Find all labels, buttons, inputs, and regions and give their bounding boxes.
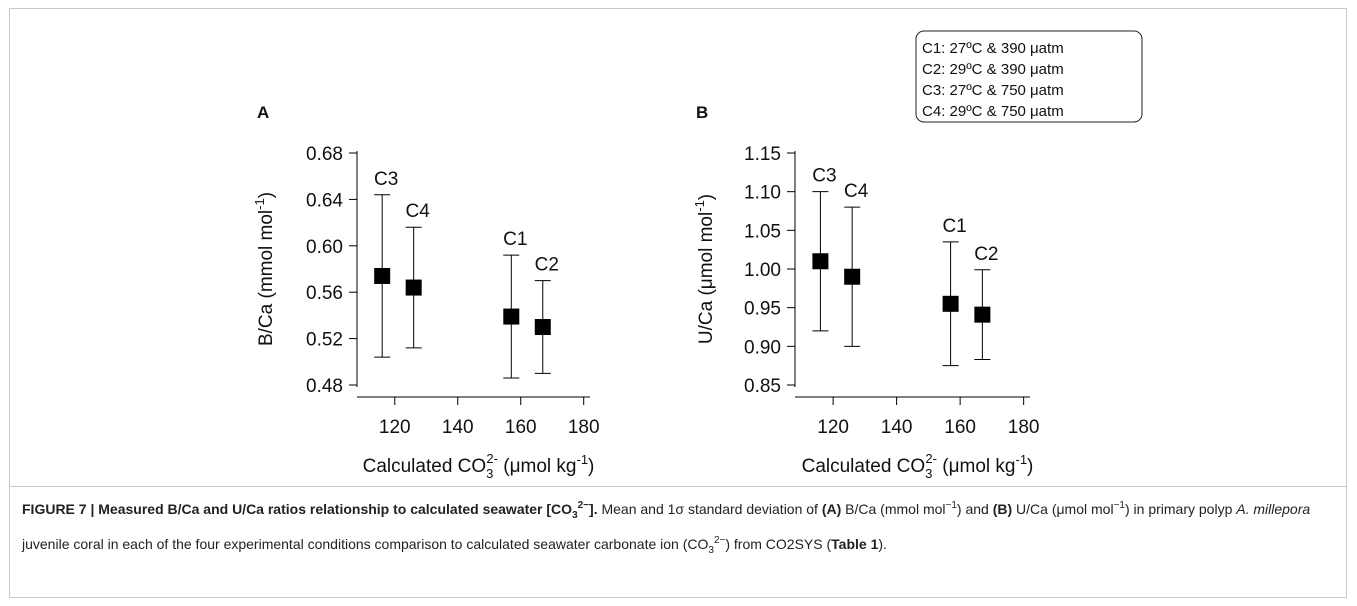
x-tick-label: 160 [505,417,537,438]
caption-text: ). [878,536,887,552]
x-axis-label-part: -1 [576,452,588,467]
point [942,295,959,312]
legend-box [915,30,1143,123]
x-tick-label: 180 [1008,417,1040,438]
caption-text: Mean and 1σ standard deviation of [597,501,822,517]
panel-label: B [696,103,708,122]
x-axis-label-part: 3 [925,466,932,481]
caption-text: −1 [1113,500,1125,511]
y-axis-label-part: -1 [692,200,707,212]
x-axis-label: Calculated CO32- (μmol kg-1) [802,451,1034,481]
x-axis-label: Calculated CO32- (μmol kg-1) [363,451,595,481]
caption-text: ) in primary polyp [1124,501,1237,517]
caption-text: 2− [713,535,726,546]
caption-text: U/Ca (μmol mol [1012,501,1114,517]
point-label: C2 [974,244,998,265]
point-label: C4 [406,201,431,222]
caption-text: FIGURE 7 | Measured B/Ca and U/Ca ratios… [22,501,573,517]
caption-text: juvenile coral in each of the four exper… [22,536,709,552]
chart: A 0.48 0.52 0.56 0.60 0.64 0.68 120 140 160 180 Cal… [252,30,1143,481]
point [374,267,391,284]
y-axis-label-part: -1 [252,198,267,210]
point [974,306,991,323]
caption-text: −1 [945,500,957,511]
x-tick-label: 120 [379,417,411,438]
y-axis-label-part: ) [696,194,717,200]
y-tick-label: 1.15 [744,144,781,165]
y-axis-label-part: B/Ca (mmol mol [256,210,277,346]
y-tick-label: 1.00 [744,260,781,281]
x-axis-label-part: Calculated CO [363,456,487,477]
x-axis-label-part: 3 [486,466,493,481]
caption-text: (B) [992,501,1013,517]
y-tick-label: 0.52 [306,330,343,351]
x-tick-label: 140 [881,417,913,438]
y-tick-label: 1.05 [744,221,781,242]
point [405,279,422,296]
panel-label: A [257,103,269,122]
y-tick-label: 0.60 [306,237,343,258]
point [534,319,551,335]
point-label: C4 [844,181,869,202]
y-tick-label: 0.48 [306,376,343,397]
figure-frame [9,8,1347,598]
y-tick-label: 0.64 [306,190,343,211]
x-axis-label-part: (μmol kg [498,456,577,477]
y-axis-label: B/Ca (mmol mol-1) [252,192,277,346]
caption: FIGURE 7 | Measured B/Ca and U/Ca ratios… [22,493,1337,563]
point-label: C1 [942,216,966,237]
caption-text: 3 [708,545,714,556]
x-tick-label: 140 [442,417,474,438]
point-label: C3 [374,169,398,190]
caption-text: ]. [589,501,598,517]
x-axis-label-part: (μmol kg [937,456,1016,477]
x-tick-label: 160 [944,417,976,438]
caption-text: Table 1 [831,536,879,552]
legend-entry: C2: 29ºC & 390 μatm [922,61,1064,78]
caption-text: ) and [956,501,993,517]
legend-entry: C1: 27ºC & 390 μatm [922,40,1064,57]
x-axis-label-part: ) [1027,456,1033,477]
x-axis-label-part: 2- [486,451,498,466]
caption-text: (A) [821,501,842,517]
point-label: C2 [535,255,559,276]
point-label: C1 [503,229,527,250]
y-tick-label: 0.85 [744,376,781,397]
y-tick-label: 0.68 [306,144,343,165]
point [844,268,861,285]
y-tick-label: 0.56 [306,283,343,304]
point-label: C3 [812,166,836,187]
caption-text: 2− [577,500,590,511]
point [503,308,520,325]
y-tick-label: 0.90 [744,337,781,358]
x-tick-label: 180 [568,417,600,438]
y-tick-label: 1.10 [744,183,781,204]
legend-entry: C3: 27ºC & 750 μatm [922,82,1064,99]
separator [9,486,1347,487]
x-axis-label-part: -1 [1015,452,1027,467]
y-axis-label: U/Ca (μmol mol-1) [692,194,717,344]
caption-text: A. millepora [1236,501,1311,517]
y-axis-label-part: ) [256,192,277,198]
caption-text: 3 [572,510,578,521]
x-axis-label-part: ) [588,456,594,477]
caption-text: B/Ca (mmol mol [841,501,946,517]
point [812,253,829,270]
x-axis-label-part: 2- [925,451,937,466]
y-axis-label-part: U/Ca (μmol mol [696,212,717,344]
x-tick-label: 120 [817,417,849,438]
x-axis-label-part: Calculated CO [802,456,926,477]
legend-entry: C4: 29ºC & 750 μatm [922,103,1064,120]
caption-text: ) from CO2SYS ( [725,536,832,552]
y-tick-label: 0.95 [744,299,781,320]
